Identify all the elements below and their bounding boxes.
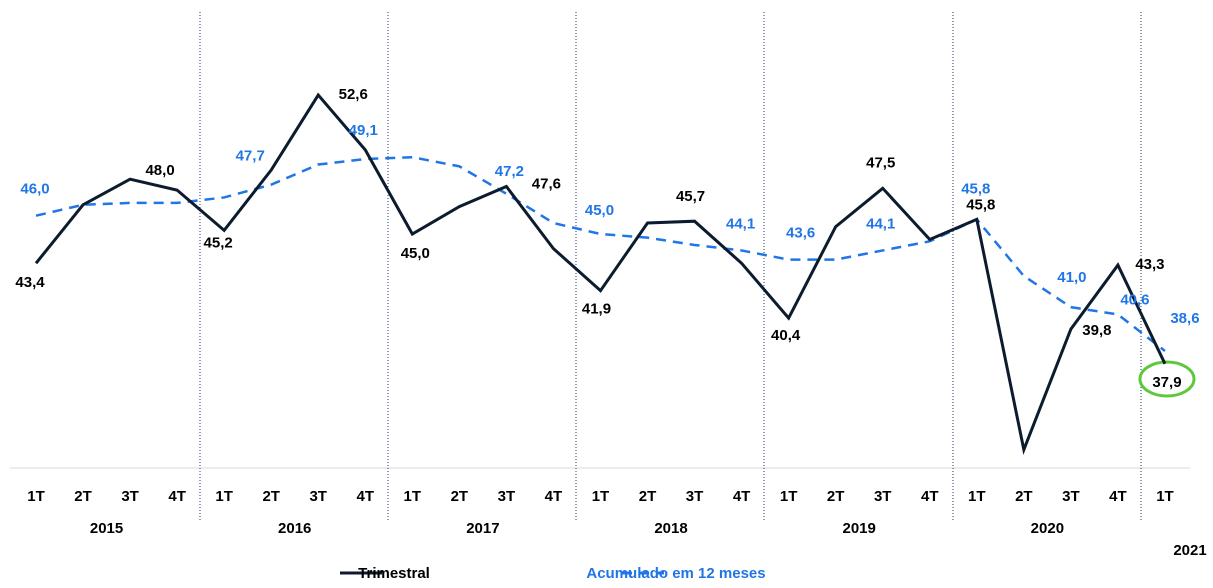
data-label: 49,1	[349, 122, 378, 139]
x-tick-label: 4T	[1109, 488, 1127, 505]
data-label: 41,0	[1057, 269, 1086, 286]
x-tick-label: 4T	[921, 488, 939, 505]
data-label: 45,8	[961, 180, 990, 197]
data-label: 45,0	[585, 202, 614, 219]
data-label: 43,3	[1135, 256, 1164, 273]
year-label: 2019	[843, 520, 876, 537]
data-label: 52,6	[339, 86, 368, 103]
x-tick-label: 1T	[27, 488, 45, 505]
data-label: 43,6	[786, 225, 815, 242]
x-tick-label: 1T	[1156, 488, 1174, 505]
x-tick-label: 2T	[639, 488, 657, 505]
legend-label: Trimestral	[358, 565, 430, 582]
data-label: 47,6	[532, 175, 561, 192]
highlight	[1138, 360, 1196, 398]
x-tick-label: 3T	[309, 488, 327, 505]
line	[35, 155, 1166, 352]
legend-label: Acumulado em 12 meses	[586, 565, 765, 582]
x-tick-label: 3T	[686, 488, 704, 505]
data-label: 43,4	[15, 274, 45, 291]
x-tick-label: 2T	[1015, 488, 1033, 505]
x-tick-label: 2T	[74, 488, 92, 505]
x-tick-label: 4T	[545, 488, 563, 505]
data-label: 48,0	[145, 162, 174, 179]
x-tick-label: 3T	[498, 488, 516, 505]
line	[34, 92, 1167, 456]
x-tick-label: 2T	[451, 488, 469, 505]
year-label: 2016	[278, 520, 311, 537]
data-label: 44,1	[726, 215, 755, 232]
year-separators	[199, 12, 1142, 522]
x-tick-label: 2T	[827, 488, 845, 505]
data-label: 37,9	[1152, 374, 1181, 391]
x-tick-label: 1T	[968, 488, 986, 505]
data-label: 45,7	[676, 188, 705, 205]
year-label: 2017	[466, 520, 499, 537]
data-label: 45,2	[204, 234, 233, 251]
x-tick-label: 4T	[357, 488, 375, 505]
year-label: 2021	[1173, 542, 1206, 559]
data-label: 47,5	[866, 154, 895, 171]
x-tick-label: 1T	[592, 488, 610, 505]
data-label: 39,8	[1082, 322, 1111, 339]
data-label: 41,9	[582, 301, 611, 318]
year-label: 2020	[1031, 520, 1064, 537]
data-label: 40,4	[771, 327, 801, 344]
data-label: 40,6	[1120, 291, 1149, 308]
data-label: 45,8	[966, 196, 995, 213]
data-label: 45,0	[401, 245, 430, 262]
x-tick-label: 1T	[404, 488, 422, 505]
x-tick-label: 2T	[262, 488, 280, 505]
data-label: 47,7	[236, 148, 265, 165]
year-label: 2018	[654, 520, 687, 537]
x-tick-label: 4T	[733, 488, 751, 505]
x-tick-label: 3T	[1062, 488, 1080, 505]
x-tick-label: 3T	[121, 488, 139, 505]
x-tick-label: 3T	[874, 488, 892, 505]
x-tick-label: 1T	[780, 488, 798, 505]
data-label: 44,1	[866, 215, 895, 232]
data-label: 47,2	[495, 163, 524, 180]
x-tick-label: 4T	[168, 488, 186, 505]
year-label: 2015	[90, 520, 123, 537]
x-tick-label: 1T	[215, 488, 233, 505]
data-label: 38,6	[1170, 310, 1199, 327]
data-label: 46,0	[20, 181, 49, 198]
